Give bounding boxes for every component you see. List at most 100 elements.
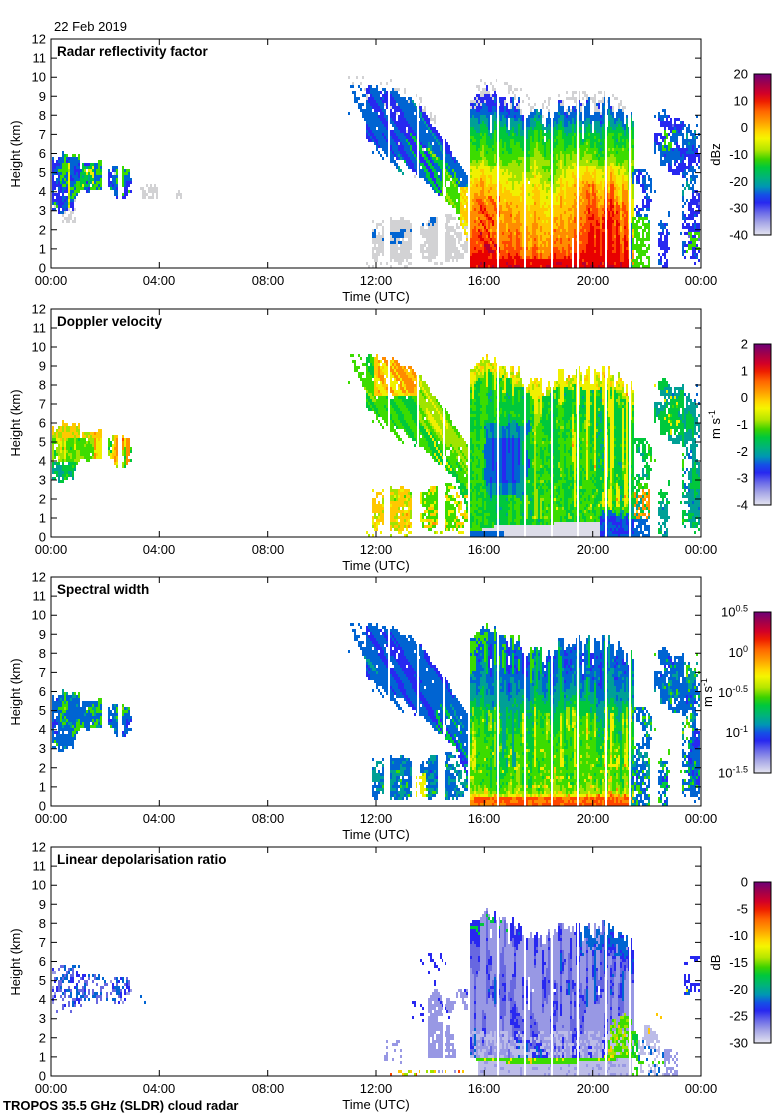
svg-text:00:00: 00:00 — [35, 1081, 68, 1096]
svg-text:7: 7 — [39, 397, 46, 412]
svg-text:-10: -10 — [729, 147, 748, 162]
svg-text:12: 12 — [32, 302, 46, 317]
svg-text:7: 7 — [39, 127, 46, 142]
svg-text:-5: -5 — [736, 901, 748, 916]
svg-text:8: 8 — [39, 646, 46, 661]
svg-text:-25: -25 — [729, 1009, 748, 1024]
svg-text:3: 3 — [39, 1011, 46, 1026]
svg-text:10: 10 — [32, 608, 46, 623]
svg-text:-4: -4 — [736, 498, 748, 513]
svg-text:16:00: 16:00 — [468, 542, 501, 557]
svg-text:9: 9 — [39, 359, 46, 374]
svg-text:00:00: 00:00 — [685, 542, 718, 557]
svg-text:0: 0 — [741, 875, 748, 890]
svg-text:12: 12 — [32, 32, 46, 47]
svg-text:11: 11 — [33, 859, 47, 874]
svg-text:0: 0 — [741, 120, 748, 135]
svg-text:2: 2 — [39, 492, 46, 507]
svg-text:20:00: 20:00 — [577, 273, 610, 288]
svg-text:04:00: 04:00 — [143, 1081, 176, 1096]
svg-text:04:00: 04:00 — [143, 273, 176, 288]
svg-text:12:00: 12:00 — [360, 811, 393, 826]
svg-text:04:00: 04:00 — [143, 811, 176, 826]
svg-text:10: 10 — [32, 340, 46, 355]
svg-text:4: 4 — [39, 454, 46, 469]
svg-text:Time (UTC): Time (UTC) — [342, 558, 409, 573]
svg-text:00:00: 00:00 — [685, 273, 718, 288]
svg-text:08:00: 08:00 — [252, 273, 285, 288]
svg-text:2: 2 — [39, 760, 46, 775]
svg-text:-2: -2 — [736, 444, 748, 459]
svg-text:TROPOS 35.5 GHz (SLDR) cloud r: TROPOS 35.5 GHz (SLDR) cloud radar — [3, 1098, 239, 1113]
svg-text:5: 5 — [39, 435, 46, 450]
svg-text:08:00: 08:00 — [252, 1081, 285, 1096]
svg-text:Time (UTC): Time (UTC) — [342, 827, 409, 842]
svg-text:Spectral width: Spectral width — [57, 582, 149, 597]
svg-text:10: 10 — [734, 93, 748, 108]
svg-text:16:00: 16:00 — [468, 273, 501, 288]
svg-text:16:00: 16:00 — [468, 1081, 501, 1096]
svg-text:00:00: 00:00 — [685, 811, 718, 826]
svg-text:00:00: 00:00 — [685, 1081, 718, 1096]
svg-text:08:00: 08:00 — [252, 542, 285, 557]
svg-text:6: 6 — [39, 416, 46, 431]
svg-text:0: 0 — [39, 530, 46, 545]
svg-text:6: 6 — [39, 146, 46, 161]
svg-text:6: 6 — [39, 954, 46, 969]
svg-text:Linear depolarisation ratio: Linear depolarisation ratio — [57, 852, 227, 867]
svg-text:22 Feb 2019: 22 Feb 2019 — [54, 19, 127, 34]
svg-text:20: 20 — [734, 67, 748, 82]
svg-text:00:00: 00:00 — [35, 811, 68, 826]
svg-text:11: 11 — [33, 51, 47, 66]
svg-text:8: 8 — [39, 916, 46, 931]
svg-text:4: 4 — [39, 184, 46, 199]
svg-text:9: 9 — [39, 897, 46, 912]
svg-text:Height (km): Height (km) — [8, 928, 23, 995]
svg-text:0: 0 — [39, 261, 46, 276]
svg-text:4: 4 — [39, 992, 46, 1007]
svg-text:5: 5 — [39, 973, 46, 988]
svg-text:5: 5 — [39, 165, 46, 180]
svg-text:3: 3 — [39, 473, 46, 488]
svg-text:1: 1 — [39, 779, 46, 794]
svg-text:-3: -3 — [736, 471, 748, 486]
svg-text:12:00: 12:00 — [360, 542, 393, 557]
svg-text:12: 12 — [32, 570, 46, 585]
svg-text:-10: -10 — [729, 928, 748, 943]
svg-text:20:00: 20:00 — [577, 811, 610, 826]
svg-text:1: 1 — [39, 1049, 46, 1064]
svg-text:10: 10 — [32, 878, 46, 893]
svg-text:6: 6 — [39, 684, 46, 699]
svg-text:2: 2 — [39, 1030, 46, 1045]
svg-text:Height (km): Height (km) — [8, 389, 23, 456]
svg-text:Height (km): Height (km) — [8, 120, 23, 187]
svg-text:8: 8 — [39, 378, 46, 393]
svg-text:04:00: 04:00 — [143, 542, 176, 557]
svg-text:8: 8 — [39, 108, 46, 123]
svg-text:1: 1 — [39, 511, 46, 526]
svg-text:-30: -30 — [729, 1036, 748, 1051]
svg-text:20:00: 20:00 — [577, 542, 610, 557]
svg-text:Time (UTC): Time (UTC) — [342, 289, 409, 304]
svg-text:00:00: 00:00 — [35, 273, 68, 288]
svg-text:11: 11 — [33, 589, 47, 604]
svg-text:1: 1 — [741, 363, 748, 378]
svg-text:dB: dB — [708, 955, 723, 971]
svg-text:00:00: 00:00 — [35, 542, 68, 557]
svg-text:12: 12 — [32, 840, 46, 855]
svg-text:7: 7 — [39, 935, 46, 950]
svg-text:dBz: dBz — [708, 143, 723, 165]
svg-text:-20: -20 — [729, 174, 748, 189]
svg-text:-1: -1 — [736, 417, 748, 432]
svg-text:Time (UTC): Time (UTC) — [342, 1097, 409, 1112]
svg-text:08:00: 08:00 — [252, 811, 285, 826]
svg-text:Height (km): Height (km) — [8, 658, 23, 725]
svg-text:16:00: 16:00 — [468, 811, 501, 826]
svg-text:-40: -40 — [729, 228, 748, 243]
svg-text:12:00: 12:00 — [360, 273, 393, 288]
svg-text:7: 7 — [39, 665, 46, 680]
svg-text:1: 1 — [39, 241, 46, 256]
svg-text:0: 0 — [39, 1069, 46, 1084]
svg-text:9: 9 — [39, 627, 46, 642]
svg-text:4: 4 — [39, 722, 46, 737]
